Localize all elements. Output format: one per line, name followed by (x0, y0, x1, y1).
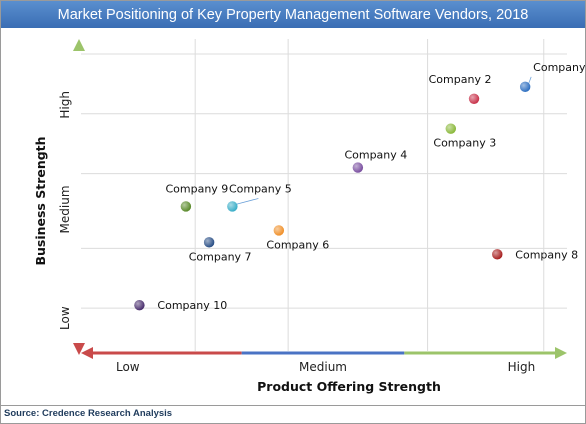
axes (73, 39, 567, 359)
data-point-highlight (352, 162, 364, 173)
y-axis-arrow-down (73, 343, 85, 355)
y-tick-label: Low (58, 306, 72, 330)
data-points: Company 1 Company 2 Company 3 Company 4 Comp… (134, 61, 585, 312)
x-tick-label: Low (116, 360, 140, 374)
chart-title: Market Positioning of Key Property Manag… (57, 6, 529, 23)
y-axis-arrow-up (73, 39, 85, 51)
leader-line (235, 198, 259, 205)
data-label: Company 2 (429, 73, 492, 86)
scatter-plot: Company 1 Company 2 Company 3 Company 4 Comp… (33, 39, 585, 394)
data-label: Company 4 (344, 149, 407, 162)
grid-lines (81, 39, 567, 351)
y-tick-label: Medium (58, 185, 72, 233)
data-point-highlight (227, 201, 238, 212)
x-tick-label: High (508, 360, 536, 374)
x-axis-title: Product Offering Strength (257, 379, 441, 394)
data-label: Company 10 (157, 299, 227, 312)
data-point-highlight (492, 249, 503, 260)
title-bar: Market Positioning of Key Property Manag… (1, 1, 585, 28)
data-point-highlight (468, 93, 480, 105)
source-bar: Source: Credence Research Analysis (1, 405, 585, 423)
data-point-highlight (445, 123, 457, 134)
x-axis-arrow-right (555, 347, 567, 359)
x-axis-arrow-left (81, 347, 93, 359)
data-label: Company 6 (266, 238, 329, 251)
data-label: Company 5 (229, 182, 292, 195)
data-point-highlight (134, 299, 145, 311)
data-point-highlight (519, 81, 531, 93)
y-axis-title: Business Strength (33, 136, 48, 265)
data-label: Company 3 (433, 137, 496, 150)
data-label: Company 9 (165, 182, 228, 195)
y-tick-label: High (58, 91, 72, 119)
x-tick-label: Medium (299, 360, 347, 374)
data-label: Company 7 (189, 250, 252, 263)
data-label: Company 1 (533, 61, 585, 74)
source-text: Source: Credence Research Analysis (4, 408, 173, 419)
data-label: Company 8 (515, 248, 578, 261)
data-point-highlight (273, 225, 285, 236)
axis-labels: Low Medium High Low Medium High Product Offeri… (33, 91, 535, 394)
data-point-highlight (180, 201, 192, 212)
data-point-highlight (203, 237, 215, 248)
